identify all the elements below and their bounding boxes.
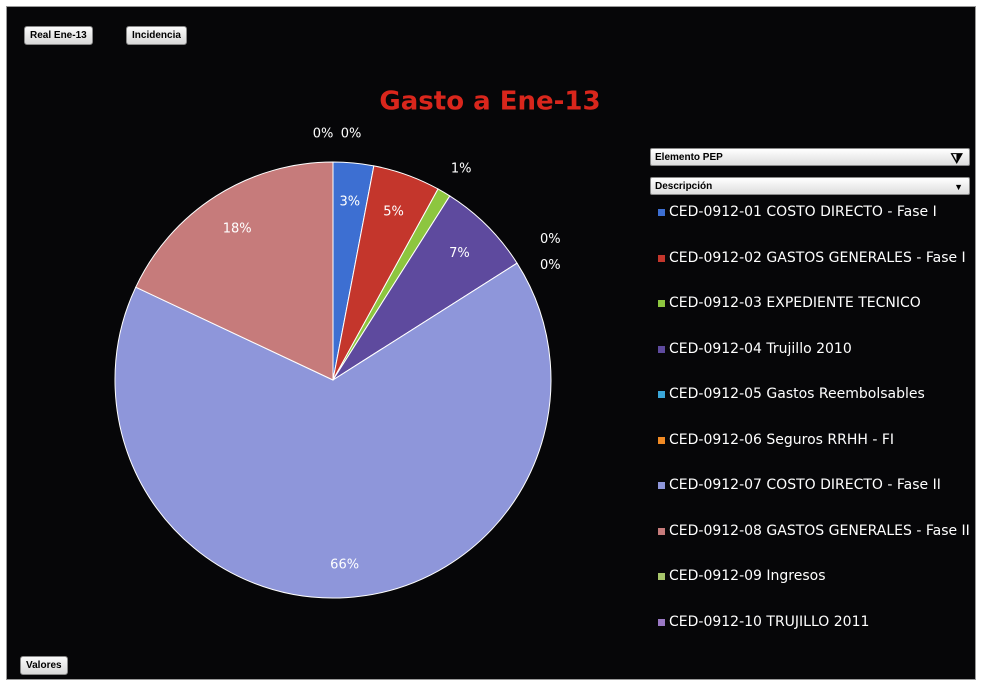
legend-label: CED-0912-04 Trujillo 2010: [669, 340, 852, 357]
legend-label: CED-0912-01 COSTO DIRECTO - Fase I: [669, 204, 937, 220]
field-button[interactable]: Valores: [20, 656, 68, 675]
legend-entry: CED-0912-09 Ingresos: [658, 566, 976, 612]
legend-label: CED-0912-08 GASTOS GENERALES - Fase II: [669, 522, 970, 539]
legend-entry: CED-0912-03 EXPEDIENTE TECNICO: [658, 293, 976, 339]
field-button[interactable]: Real Ene-13: [24, 26, 93, 45]
legend-swatch: [658, 300, 665, 307]
legend-entry: CED-0912-02 GASTOS GENERALES - Fase I: [658, 248, 976, 294]
legend-swatch: [658, 254, 665, 262]
legend-swatch: [658, 482, 665, 489]
legend-swatch: [658, 527, 665, 535]
legend-entry: CED-0912-06 Seguros RRHH - FI: [658, 430, 976, 476]
legend-field[interactable]: Elemento PEP ⧩: [650, 148, 970, 166]
legend-swatch: [658, 618, 665, 626]
legend-label: CED-0912-10 TRUJILLO 2011: [669, 613, 870, 630]
legend-field-label: Elemento PEP: [655, 152, 723, 163]
legend-entry: CED-0912-07 COSTO DIRECTO - Fase II: [658, 475, 976, 521]
legend-swatch: [658, 391, 665, 398]
legend-swatch: [658, 436, 665, 444]
legend-swatch: [658, 345, 665, 353]
legend-entry: CED-0912-08 GASTOS GENERALES - Fase II: [658, 521, 976, 567]
legend-entry: CED-0912-01 COSTO DIRECTO - Fase I: [658, 202, 976, 248]
legend-label: CED-0912-09 Ingresos: [669, 568, 826, 584]
legend-entry: CED-0912-10 TRUJILLO 2011: [658, 612, 976, 658]
legend-label: CED-0912-02 GASTOS GENERALES - Fase I: [669, 249, 966, 266]
field-button[interactable]: Incidencia: [126, 26, 187, 45]
filter-icon[interactable]: ⧩: [950, 150, 964, 166]
dropdown-arrow[interactable]: ▼: [954, 182, 963, 192]
legend-label: CED-0912-05 Gastos Reembolsables: [669, 386, 925, 402]
legend-field-label: Descripción: [655, 181, 713, 192]
legend-label: CED-0912-06 Seguros RRHH - FI: [669, 431, 895, 448]
legend-entry: CED-0912-05 Gastos Reembolsables: [658, 384, 976, 430]
legend-label: CED-0912-03 EXPEDIENTE TECNICO: [669, 295, 921, 311]
legend-entry: CED-0912-04 Trujillo 2010: [658, 339, 976, 385]
legend-swatch: [658, 573, 665, 580]
legend-field[interactable]: Descripción ▼: [650, 177, 970, 195]
legend-label: CED-0912-07 COSTO DIRECTO - Fase II: [669, 477, 941, 493]
legend-swatch: [658, 209, 665, 216]
legend: CED-0912-01 COSTO DIRECTO - Fase I CED-09…: [658, 202, 976, 657]
